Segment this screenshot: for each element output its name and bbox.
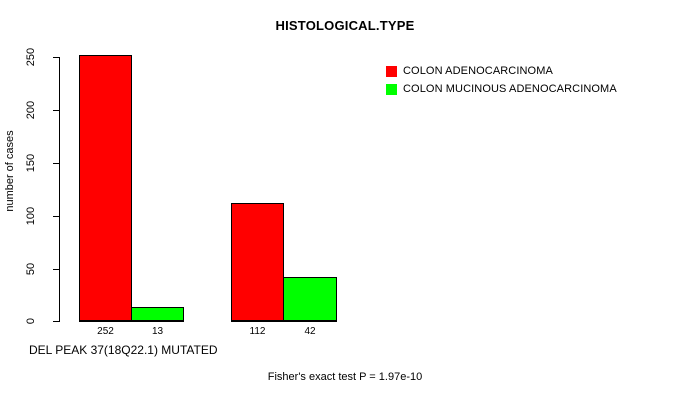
bar-value-label: 42 [304, 326, 316, 337]
y-axis-tick [53, 57, 59, 58]
y-axis-tick-label-text: 200 [25, 100, 37, 120]
y-axis-tick-label: 100 [14, 207, 48, 225]
bar-colon-adenocarcinoma-mutated[interactable] [231, 203, 284, 321]
y-axis-tick-label: 150 [14, 154, 48, 172]
legend-item-label: COLON MUCINOUS ADENOCARCINOMA [403, 83, 617, 95]
bar-value-label: 252 [97, 326, 114, 337]
bar-colon-mucinous-adenocarcinoma-wt[interactable] [131, 307, 184, 321]
x-axis-baseline-group-1 [79, 321, 184, 322]
y-axis-line [59, 57, 60, 322]
y-axis-tick-label: 50 [14, 262, 48, 276]
bar-value-label: 112 [249, 326, 266, 337]
legend-swatch-icon [386, 65, 397, 77]
legend-item-label: COLON ADENOCARCINOMA [403, 65, 553, 77]
y-axis-tick-label: 250 [14, 48, 48, 66]
y-axis-tick-label-text: 0 [25, 317, 37, 325]
y-axis-tick [53, 269, 59, 270]
y-axis-tick-label-text: 250 [25, 47, 37, 67]
y-axis-tick [53, 321, 59, 322]
y-axis-tick [53, 216, 59, 217]
y-axis-tick-label: 200 [14, 101, 48, 119]
legend-swatch-icon [386, 83, 397, 95]
y-axis-tick-label: 0 [14, 314, 48, 328]
y-axis-tick-label-text: 50 [25, 262, 37, 276]
y-axis-tick [53, 163, 59, 164]
legend-item-colon-mucinous-adenocarcinoma[interactable]: COLON MUCINOUS ADENOCARCINOMA [386, 80, 617, 98]
bar-colon-mucinous-adenocarcinoma-mutated[interactable] [283, 277, 337, 321]
bar-value-label: 13 [151, 326, 164, 337]
y-axis-tick [53, 110, 59, 111]
statistical-test-annotation: Fisher's exact test P = 1.97e-10 [267, 371, 423, 383]
chart-title: HISTOLOGICAL.TYPE [275, 18, 415, 33]
y-axis-title: number of cases [4, 130, 16, 212]
x-axis-group-label: DEL PEAK 37(18Q22.1) MUTATED [29, 343, 218, 357]
x-axis-baseline-group-2 [231, 321, 337, 322]
legend-item-colon-adenocarcinoma[interactable]: COLON ADENOCARCINOMA [386, 62, 617, 80]
bar-colon-adenocarcinoma-wt[interactable] [79, 55, 132, 321]
y-axis-tick-label-text: 100 [25, 206, 37, 226]
y-axis-tick-label-text: 150 [25, 153, 37, 173]
legend: COLON ADENOCARCINOMA COLON MUCINOUS ADEN… [386, 62, 617, 98]
